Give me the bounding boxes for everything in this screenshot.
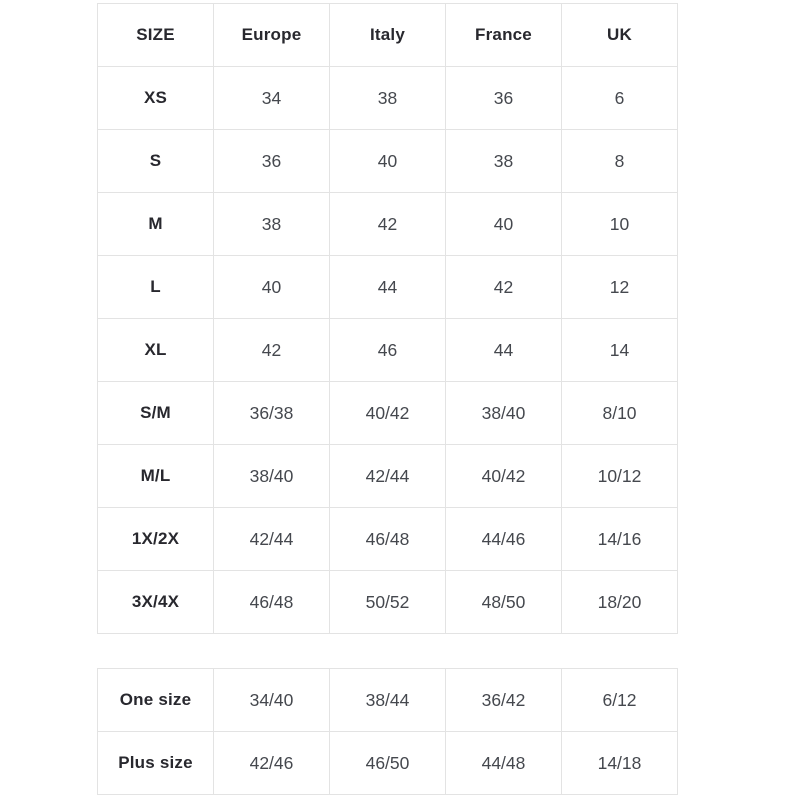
row-label: XL: [97, 318, 214, 382]
row-label: S: [97, 129, 214, 193]
cell-value: 42: [213, 318, 330, 382]
table-row: S 36 40 38 8: [97, 129, 678, 193]
cell-value: 40: [329, 129, 446, 193]
cell-value: 36/42: [445, 668, 562, 732]
table-row: L 40 44 42 12: [97, 255, 678, 319]
cell-value: 46: [329, 318, 446, 382]
cell-value: 14/18: [561, 731, 678, 795]
table-row: XS 34 38 36 6: [97, 66, 678, 130]
cell-value: 34: [213, 66, 330, 130]
cell-value: 38/44: [329, 668, 446, 732]
table-row: XL 42 46 44 14: [97, 318, 678, 382]
cell-value: 42/46: [213, 731, 330, 795]
cell-value: 8/10: [561, 381, 678, 445]
cell-value: 6: [561, 66, 678, 130]
table-row: One size 34/40 38/44 36/42 6/12: [97, 668, 678, 732]
special-table-body: One size 34/40 38/44 36/42 6/12 Plus size 42/4…: [97, 668, 678, 795]
table-row: 3X/4X 46/48 50/52 48/50 18/20: [97, 570, 678, 634]
cell-value: 46/48: [329, 507, 446, 571]
cell-value: 38/40: [213, 444, 330, 508]
cell-value: 42: [445, 255, 562, 319]
row-label: L: [97, 255, 214, 319]
cell-value: 48/50: [445, 570, 562, 634]
column-header: SIZE: [97, 3, 214, 67]
cell-value: 46/48: [213, 570, 330, 634]
cell-value: 38: [445, 129, 562, 193]
cell-value: 50/52: [329, 570, 446, 634]
cell-value: 40/42: [329, 381, 446, 445]
size-table-body: XS 34 38 36 6 S 36 40 38 8 M 38 42 40 10 L 40 44 42 12 XL 42 4…: [97, 66, 678, 634]
special-sizes-table: One size 34/40 38/44 36/42 6/12 Plus size 42/4…: [97, 668, 678, 795]
size-guide: SIZE Europe Italy France UK XS 34 38 36 6 S 36 40 38…: [97, 3, 678, 795]
cell-value: 38: [329, 66, 446, 130]
cell-value: 18/20: [561, 570, 678, 634]
row-label: XS: [97, 66, 214, 130]
cell-value: 36/38: [213, 381, 330, 445]
table-row: Plus size 42/46 46/50 44/48 14/18: [97, 731, 678, 795]
cell-value: 10/12: [561, 444, 678, 508]
table-row: M 38 42 40 10: [97, 192, 678, 256]
cell-value: 36: [445, 66, 562, 130]
cell-value: 38: [213, 192, 330, 256]
cell-value: 38/40: [445, 381, 562, 445]
column-header: Italy: [329, 3, 446, 67]
cell-value: 40: [213, 255, 330, 319]
cell-value: 8: [561, 129, 678, 193]
table-row: 1X/2X 42/44 46/48 44/46 14/16: [97, 507, 678, 571]
cell-value: 42/44: [213, 507, 330, 571]
column-header: France: [445, 3, 562, 67]
cell-value: 14: [561, 318, 678, 382]
size-conversion-table: SIZE Europe Italy France UK XS 34 38 36 6 S 36 40 38…: [97, 3, 678, 634]
cell-value: 42: [329, 192, 446, 256]
cell-value: 42/44: [329, 444, 446, 508]
cell-value: 34/40: [213, 668, 330, 732]
cell-value: 44: [445, 318, 562, 382]
cell-value: 46/50: [329, 731, 446, 795]
column-header: UK: [561, 3, 678, 67]
cell-value: 12: [561, 255, 678, 319]
table-header: SIZE Europe Italy France UK: [97, 3, 678, 67]
cell-value: 36: [213, 129, 330, 193]
cell-value: 44/48: [445, 731, 562, 795]
table-row: S/M 36/38 40/42 38/40 8/10: [97, 381, 678, 445]
cell-value: 10: [561, 192, 678, 256]
row-label: 1X/2X: [97, 507, 214, 571]
cell-value: 6/12: [561, 668, 678, 732]
row-label: Plus size: [97, 731, 214, 795]
cell-value: 40: [445, 192, 562, 256]
row-label: S/M: [97, 381, 214, 445]
column-header: Europe: [213, 3, 330, 67]
cell-value: 40/42: [445, 444, 562, 508]
cell-value: 44/46: [445, 507, 562, 571]
row-label: M: [97, 192, 214, 256]
row-label: 3X/4X: [97, 570, 214, 634]
table-row: M/L 38/40 42/44 40/42 10/12: [97, 444, 678, 508]
row-label: M/L: [97, 444, 214, 508]
cell-value: 44: [329, 255, 446, 319]
cell-value: 14/16: [561, 507, 678, 571]
header-row: SIZE Europe Italy France UK: [97, 3, 678, 67]
row-label: One size: [97, 668, 214, 732]
